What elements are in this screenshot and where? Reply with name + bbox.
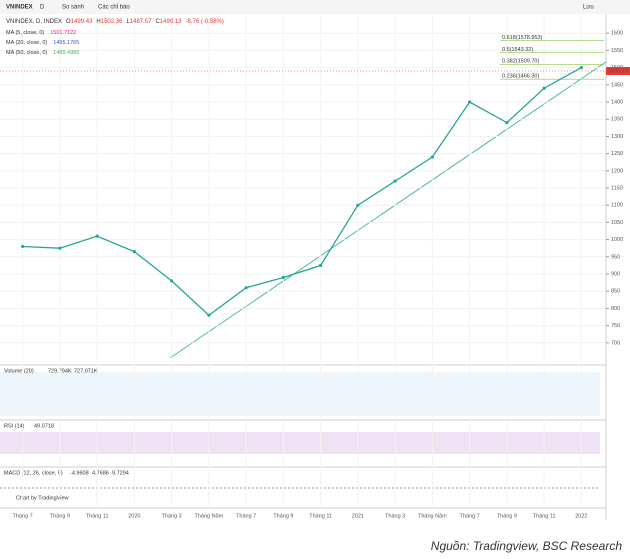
fib-label: 0.5(1543.32): [502, 47, 533, 53]
ma-legend: MA (50, close, 0) 1489.4986: [6, 50, 79, 56]
volume-name: Volume (20): [4, 368, 34, 374]
quote-label: O: [66, 19, 71, 25]
legend: VNINDEX, D, INDEX O1499.43 H1502.36 L1487.5…: [6, 19, 224, 25]
macd-name: MACD (12, 26, close, 9): [4, 470, 63, 476]
ma-value: 1489.4986: [53, 50, 79, 56]
y-tick-label: 1000: [611, 237, 623, 243]
x-tick-label: Tháng 7: [13, 513, 33, 519]
quote-value: 1487.57: [130, 19, 152, 25]
fib-label: 0.382(1509.70): [502, 59, 539, 65]
fib-label: 0.618(1578.953): [502, 35, 543, 41]
price-point: [468, 100, 472, 104]
x-tick-label: Tháng 11: [533, 513, 556, 519]
symbol[interactable]: VNINDEX: [6, 5, 33, 11]
save-button[interactable]: Lưu: [583, 5, 594, 11]
x-tick-label: Tháng 7: [236, 513, 256, 519]
fib-label: 0.236(1466.30): [502, 74, 539, 80]
rsi-band: [0, 432, 600, 454]
price-point: [579, 66, 583, 70]
y-tick-label: 1600: [611, 31, 623, 37]
price-point: [170, 279, 174, 283]
y-tick-label: 1300: [611, 134, 623, 140]
ma-value: 1501.7122: [50, 30, 76, 36]
y-tick-label: 1100: [611, 203, 623, 209]
x-tick-label: 2021: [352, 513, 364, 519]
y-tick-label: 700: [611, 340, 620, 346]
price-point: [319, 263, 323, 267]
y-tick-label: 1200: [611, 168, 623, 174]
price-line: [22, 67, 582, 317]
y-tick-label: 900: [611, 271, 620, 277]
x-tick-label: Tháng 9: [497, 513, 517, 519]
price-point: [393, 179, 397, 183]
y-tick-label: 1050: [611, 220, 623, 226]
quote-label: L: [126, 19, 130, 25]
macd-value: -4.9608: [70, 470, 89, 476]
price-point: [95, 234, 99, 238]
legend-title: VNINDEX, D, INDEX: [6, 19, 62, 25]
ma-name: MA (20, close, 0): [6, 40, 47, 46]
compare-button[interactable]: So sánh: [62, 5, 84, 11]
y-tick-label: 800: [611, 306, 620, 312]
y-tick-label: 1400: [611, 99, 623, 105]
price-point: [58, 246, 62, 250]
x-tick-label: Tháng 11: [86, 513, 109, 519]
tradingview-credit[interactable]: Chart by TradingView: [16, 495, 69, 501]
price-point: [505, 121, 509, 125]
x-tick-label: 2020: [128, 513, 140, 519]
ma-name: MA (50, close, 0): [6, 50, 47, 56]
price-point: [356, 203, 360, 207]
ma-legend: MA (5, close, 0) 1501.7122: [6, 30, 76, 36]
price-point: [207, 313, 211, 317]
ma-legend: MA (20, close, 0) 1495.1765: [6, 40, 79, 46]
quote-label: H: [96, 19, 100, 25]
macd-value: 4.7686: [92, 470, 109, 476]
y-tick-label: 1150: [611, 185, 623, 191]
x-tick-label: Tháng 3: [162, 513, 182, 519]
x-tick-label: Tháng 3: [385, 513, 405, 519]
price-point: [21, 244, 25, 249]
price-point: [244, 286, 248, 290]
source-note: Nguồn: Tradingview, BSC Research: [431, 539, 623, 553]
quote-value: 1499.43: [71, 19, 93, 25]
quote-value: 1502.36: [101, 19, 123, 25]
price-point: [132, 250, 136, 254]
volume-value: 727.071K: [74, 368, 98, 374]
last-price-label: 1490.13: [608, 68, 628, 74]
x-tick-label: 2022: [575, 513, 587, 519]
volume-area: [0, 372, 600, 416]
toolbar: [0, 0, 630, 14]
x-tick-label: Tháng Năm: [418, 513, 447, 519]
x-tick-label: Tháng 9: [273, 513, 293, 519]
x-tick-label: Tháng 11: [309, 513, 332, 519]
y-tick-label: 1250: [611, 151, 623, 157]
price-point: [542, 86, 546, 90]
ma-name: MA (5, close, 0): [6, 30, 44, 36]
macd-value: 9.7294: [112, 470, 129, 476]
quote-label: C: [155, 19, 160, 25]
last-price-box: [606, 66, 630, 75]
y-tick-label: 750: [611, 323, 620, 329]
y-tick-label: 850: [611, 289, 620, 295]
price-point: [281, 275, 285, 280]
y-tick-label: 1550: [611, 48, 623, 54]
rsi-value: 49.0718: [34, 423, 54, 429]
x-tick-label: Tháng 7: [460, 513, 480, 519]
interval[interactable]: D: [40, 5, 45, 11]
ma-value: 1495.1765: [53, 40, 79, 46]
x-tick-label: Tháng Năm: [195, 513, 224, 519]
indicators-button[interactable]: Các chỉ báo: [98, 4, 130, 11]
quote-value: 1490.13: [160, 19, 182, 25]
y-tick-label: 950: [611, 254, 620, 260]
x-tick-label: Tháng 9: [50, 513, 70, 519]
y-tick-label: 1450: [611, 82, 623, 88]
rsi-name: RSI (14): [4, 423, 25, 429]
quote-change: -8.76 (-0.58%): [186, 19, 224, 25]
price-point: [430, 155, 434, 159]
y-tick-label: 1350: [611, 117, 623, 123]
